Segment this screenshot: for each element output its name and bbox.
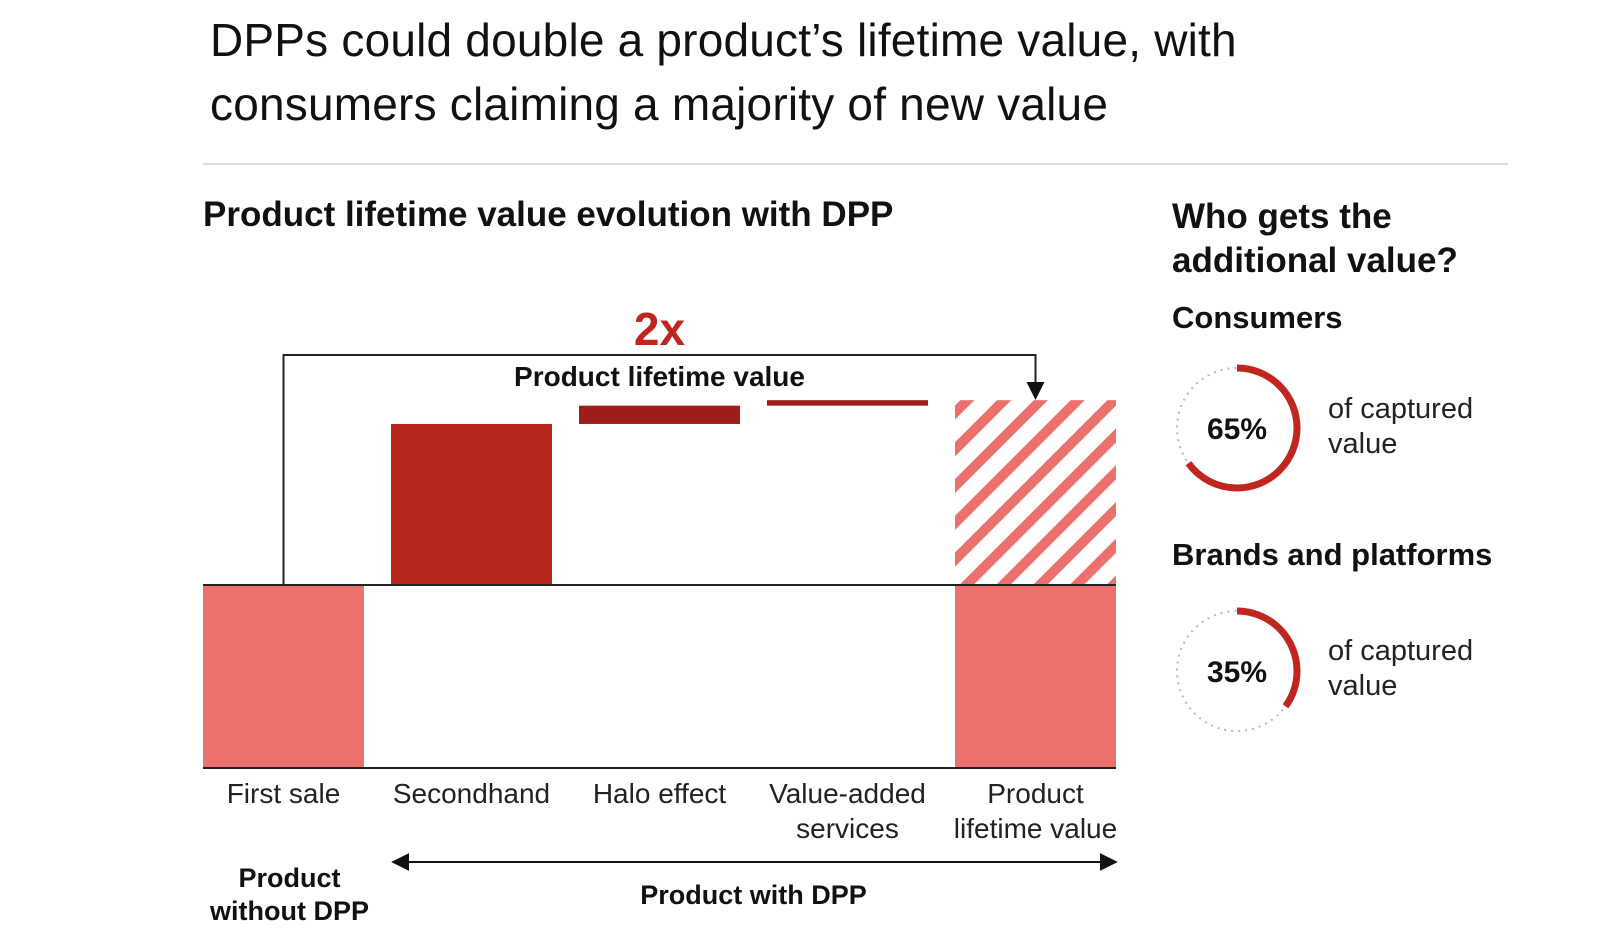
category-label-1-line-0: Secondhand xyxy=(393,778,550,809)
bar-value-added-services xyxy=(767,400,928,406)
brands-label: Brands and platforms xyxy=(1172,537,1493,572)
category-label-4-line-1: lifetime value xyxy=(954,813,1117,844)
brands-description-line-2: value xyxy=(1328,670,1398,702)
bar-first-sale xyxy=(203,585,364,768)
multiplier-label: 2x xyxy=(634,303,686,355)
brands-description-line-1: of captured xyxy=(1328,635,1474,667)
bar-total-base xyxy=(955,585,1116,768)
consumers-description: of captured value xyxy=(1328,392,1473,462)
side-panel-title-line-2: additional value? xyxy=(1172,241,1458,280)
group-label-with: Product with DPP xyxy=(640,880,867,910)
group-label-without-line-1: without DPP xyxy=(209,896,369,926)
bar-secondhand xyxy=(391,423,552,585)
brands-percent-label: 35% xyxy=(1207,656,1267,689)
main-title-line-2: consumers claiming a majority of new val… xyxy=(210,78,1109,130)
header-divider xyxy=(203,163,1508,165)
category-label-2-line-0: Halo effect xyxy=(593,778,727,809)
group-label-without-line-0: Product xyxy=(238,863,340,893)
side-panel-title: Who gets the additional value? xyxy=(1172,195,1458,283)
consumers-description-line-1: of captured xyxy=(1328,393,1474,425)
consumers-description-line-2: value xyxy=(1328,428,1398,460)
bracket-label: Product lifetime value xyxy=(514,361,805,392)
category-label-3-line-0: Value-added xyxy=(769,778,926,809)
category-label-3-line-1: services xyxy=(796,813,899,844)
brands-donut-arc xyxy=(1173,607,1301,735)
consumers-donut-arc xyxy=(1173,364,1301,492)
chart-section-title: Product lifetime value evolution with DP… xyxy=(203,195,894,234)
bar-total-added xyxy=(955,400,1116,585)
brands-description: of captured value xyxy=(1328,634,1473,704)
lifetime-value-bracket xyxy=(282,354,1045,585)
category-label-0-line-0: First sale xyxy=(227,778,341,809)
side-panel-title-line-1: Who gets the xyxy=(1172,197,1392,236)
consumers-label: Consumers xyxy=(1172,300,1343,335)
main-title: DPPs could double a product’s lifetime v… xyxy=(210,8,1510,136)
consumers-percent-label: 65% xyxy=(1207,413,1267,446)
bar-halo-effect xyxy=(579,405,740,424)
main-title-line-1: DPPs could double a product’s lifetime v… xyxy=(210,14,1237,66)
category-label-4-line-0: Product xyxy=(987,778,1084,809)
